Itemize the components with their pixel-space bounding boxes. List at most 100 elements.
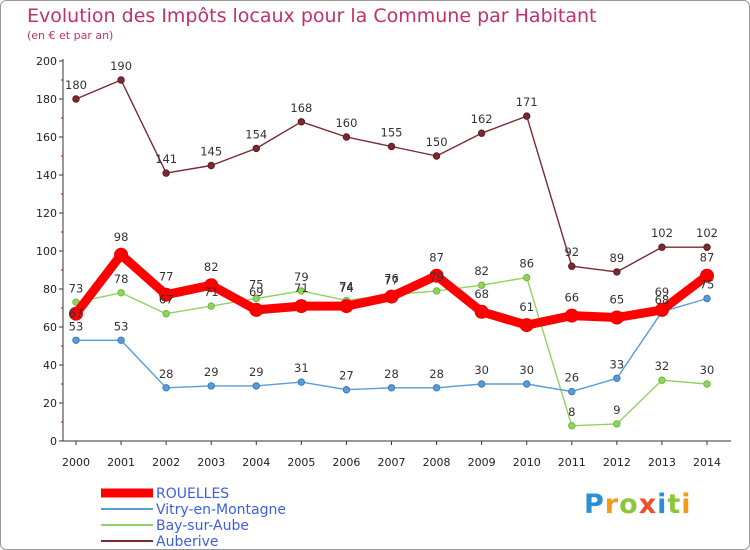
data-label-rouelles: 98: [114, 230, 129, 244]
y-tick-label: 60: [43, 321, 57, 334]
data-point-auberive: [297, 118, 306, 126]
data-label-bay-sur-aube: 78: [114, 272, 129, 286]
data-point-auberive: [613, 268, 621, 276]
data-point-bay-sur-aube: [703, 380, 711, 388]
legend-label: Vitry-en-Montagne: [156, 502, 286, 518]
logo-letter: x: [638, 489, 658, 520]
y-tick-label: 140: [36, 169, 57, 182]
data-label-bay-sur-aube: 71: [204, 285, 219, 299]
data-label-vitry-en-montagne: 27: [339, 369, 354, 383]
data-label-rouelles: 71: [294, 281, 309, 295]
data-label-auberive: 150: [426, 135, 448, 149]
legend-label: Auberive: [156, 534, 219, 550]
data-point-vitry-en-montagne: [613, 374, 621, 382]
data-label-vitry-en-montagne: 53: [69, 319, 84, 333]
x-tick-label: 2004: [242, 456, 270, 469]
data-label-auberive: 162: [471, 112, 493, 126]
data-label-bay-sur-aube: 86: [519, 257, 534, 271]
y-tick-label: 40: [43, 359, 57, 372]
data-point-bay-sur-aube: [523, 273, 531, 282]
data-point-bay-sur-aube: [568, 422, 576, 430]
x-tick-label: 2008: [423, 456, 451, 469]
data-point-rouelles: [294, 299, 309, 314]
data-label-bay-sur-aube: 79: [429, 270, 444, 284]
logo-letter: i: [681, 489, 692, 520]
data-point-bay-sur-aube: [207, 302, 215, 310]
data-label-rouelles: 87: [429, 251, 444, 265]
data-point-vitry-en-montagne: [342, 386, 351, 394]
data-label-bay-sur-aube: 67: [159, 293, 174, 307]
data-point-bay-sur-aube: [297, 287, 306, 295]
data-point-vitry-en-montagne: [297, 378, 306, 386]
data-label-bay-sur-aube: 8: [568, 405, 575, 419]
data-label-rouelles: 74: [339, 281, 354, 295]
data-label-bay-sur-aube: 79: [294, 270, 309, 284]
data-point-rouelles: [159, 287, 174, 302]
logo-letter: o: [619, 489, 639, 520]
data-label-bay-sur-aube: 67: [69, 307, 84, 321]
data-point-auberive: [568, 262, 576, 270]
data-label-auberive: 168: [290, 101, 312, 115]
data-point-auberive: [117, 76, 125, 84]
data-point-vitry-en-montagne: [432, 384, 441, 392]
data-point-vitry-en-montagne: [568, 387, 576, 396]
data-point-vitry-en-montagne: [387, 384, 396, 392]
x-tick-label: 2001: [107, 456, 135, 469]
data-label-bay-sur-aube: 74: [339, 279, 354, 293]
data-point-rouelles: [114, 247, 129, 262]
data-label-auberive: 92: [564, 245, 579, 259]
data-label-rouelles: 69: [249, 285, 264, 299]
data-point-auberive: [72, 95, 80, 103]
data-point-rouelles: [204, 278, 219, 293]
chart-subtitle: (en € et par an): [27, 29, 114, 42]
data-label-rouelles: 82: [204, 260, 219, 274]
data-label-rouelles: 61: [519, 300, 534, 314]
data-point-vitry-en-montagne: [207, 382, 215, 390]
data-point-rouelles: [519, 318, 534, 333]
x-tick-label: 2000: [62, 456, 90, 469]
data-point-auberive: [658, 243, 666, 251]
data-point-bay-sur-aube: [658, 376, 666, 384]
x-tick-label: 2009: [468, 456, 496, 469]
data-label-bay-sur-aube: 30: [700, 363, 715, 377]
data-point-auberive: [477, 129, 486, 137]
data-label-bay-sur-aube: 75: [249, 278, 264, 292]
x-tick-label: 2010: [513, 456, 541, 469]
data-point-vitry-en-montagne: [117, 336, 125, 344]
data-label-auberive: 160: [335, 116, 357, 130]
data-point-rouelles: [700, 268, 714, 283]
legend-label: ROUELLES: [156, 486, 229, 502]
data-label-vitry-en-montagne: 53: [114, 319, 129, 333]
data-label-vitry-en-montagne: 68: [655, 293, 670, 307]
data-point-rouelles: [609, 310, 624, 325]
logo-letter: r: [604, 489, 620, 520]
data-label-vitry-en-montagne: 28: [384, 367, 399, 381]
data-label-bay-sur-aube: 32: [655, 359, 670, 373]
legend: ROUELLESVitry-en-MontagneBay-sur-AubeAub…: [101, 486, 286, 550]
data-point-auberive: [342, 133, 351, 141]
data-point-auberive: [432, 152, 441, 160]
legend-label: Bay-sur-Aube: [156, 518, 249, 534]
data-point-vitry-en-montagne: [703, 294, 711, 303]
x-tick-label: 2005: [287, 456, 315, 469]
data-label-rouelles: 76: [384, 272, 399, 286]
data-point-bay-sur-aube: [162, 310, 170, 318]
data-label-rouelles: 77: [159, 270, 174, 284]
data-label-rouelles: 87: [700, 251, 715, 265]
data-label-auberive: 180: [65, 78, 87, 92]
data-label-auberive: 145: [200, 145, 222, 159]
data-label-vitry-en-montagne: 30: [474, 363, 489, 377]
data-point-rouelles: [249, 302, 264, 317]
data-point-bay-sur-aube: [252, 294, 260, 303]
data-point-vitry-en-montagne: [477, 380, 486, 388]
chart-title: Evolution des Impôts locaux pour la Comm…: [27, 5, 597, 27]
data-point-rouelles: [564, 308, 579, 323]
data-point-bay-sur-aube: [613, 420, 621, 428]
data-label-auberive: 155: [381, 126, 403, 140]
data-point-bay-sur-aube: [432, 287, 441, 295]
data-label-vitry-en-montagne: 33: [610, 357, 625, 371]
y-tick-label: 200: [36, 55, 57, 68]
y-tick-label: 80: [43, 283, 57, 296]
